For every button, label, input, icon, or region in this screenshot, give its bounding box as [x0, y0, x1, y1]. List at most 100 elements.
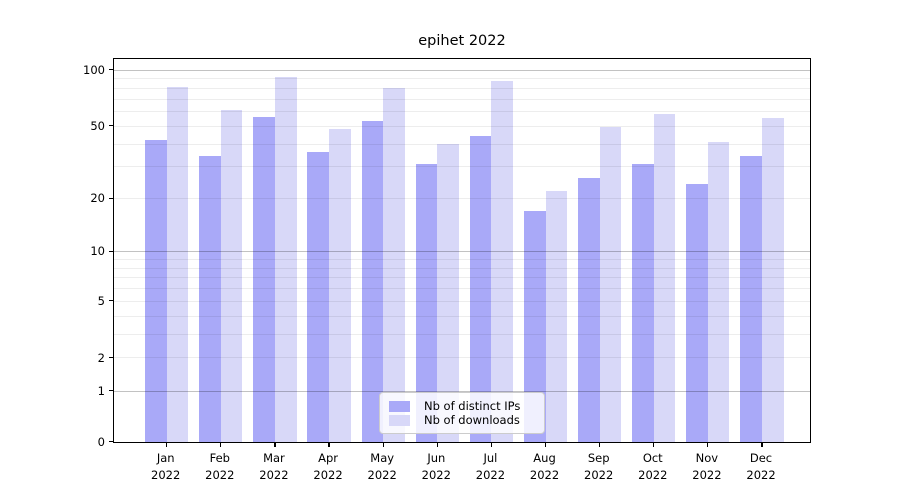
bar-downloads-8 — [599, 127, 622, 442]
y-tick-label-50: 50 — [90, 118, 105, 133]
bar-downloads-5 — [437, 143, 459, 442]
x-tick-label-line: Jan — [156, 451, 175, 465]
x-tick-label-9: Oct 2022 — [621, 450, 685, 483]
x-tick-label-8: Sep 2022 — [567, 450, 631, 483]
x-tick-label-line: 2022 — [584, 467, 614, 482]
y-tick-100 — [108, 69, 113, 71]
x-tick-label-line: Jun — [427, 451, 446, 465]
bar-distinct-ips-10 — [686, 183, 708, 442]
legend-label-distinct-ips: Nb of distinct IPs — [424, 399, 521, 413]
y-tick-label-20: 20 — [90, 191, 105, 206]
minor-gridline-5 — [114, 300, 810, 302]
x-tick-label-line: 2022 — [421, 467, 451, 482]
x-tick-1 — [220, 443, 222, 448]
x-tick-label-line: 2022 — [259, 467, 289, 482]
minor-gridline-4 — [114, 315, 810, 317]
minor-gridline-6 — [114, 288, 810, 290]
chart-title: epihet 2022 — [418, 33, 506, 49]
bar-distinct-ips-7 — [523, 210, 546, 442]
bar-downloads-2 — [274, 76, 297, 442]
y-tick-5 — [108, 300, 113, 302]
minor-gridline-9 — [114, 258, 810, 260]
legend: Nb of distinct IPs Nb of downloads — [379, 392, 545, 434]
bar-distinct-ips-6 — [469, 135, 492, 442]
minor-gridline-30 — [114, 166, 810, 168]
x-tick-label-line: 2022 — [638, 467, 668, 482]
legend-entry-distinct-ips: Nb of distinct IPs — [389, 399, 536, 413]
x-tick-label-5: Jun 2022 — [404, 450, 468, 483]
legend-swatch-distinct-ips — [389, 400, 410, 412]
x-tick-label-line: Dec — [749, 451, 773, 465]
bar-downloads-4 — [383, 87, 405, 442]
bar-distinct-ips-5 — [415, 163, 438, 442]
x-tick-label-line: 2022 — [151, 467, 181, 482]
x-tick-label-line: 2022 — [746, 467, 776, 482]
x-tick-4 — [382, 443, 384, 448]
minor-gridline-70 — [114, 98, 810, 100]
y-tick-20 — [108, 197, 113, 199]
legend-entry-downloads: Nb of downloads — [389, 413, 536, 427]
major-gridline-10 — [114, 251, 810, 253]
major-gridline-100 — [114, 69, 810, 71]
bar-distinct-ips-8 — [578, 177, 600, 442]
x-tick-label-line: May — [370, 451, 395, 465]
legend-label-downloads: Nb of downloads — [424, 413, 520, 427]
x-tick-3 — [328, 443, 330, 448]
x-tick-label-6: Jul 2022 — [458, 450, 522, 483]
legend-swatch-downloads — [389, 414, 410, 426]
minor-gridline-20 — [114, 198, 810, 200]
x-tick-6 — [490, 443, 492, 448]
y-tick-2 — [108, 356, 113, 358]
x-tick-label-line: 2022 — [529, 467, 560, 482]
x-tick-label-11: Dec 2022 — [729, 450, 793, 483]
minor-gridline-7 — [114, 277, 810, 279]
x-tick-label-line: Mar — [263, 451, 285, 465]
bar-downloads-3 — [329, 128, 351, 442]
x-tick-8 — [599, 443, 601, 448]
y-tick-10 — [108, 250, 113, 252]
x-tick-label-line: Oct — [642, 451, 663, 465]
minor-gridline-50 — [114, 125, 810, 127]
x-tick-label-1: Feb 2022 — [188, 450, 252, 483]
bar-downloads-1 — [220, 109, 243, 442]
minor-gridline-60 — [114, 111, 810, 113]
x-tick-label-3: Apr 2022 — [296, 450, 360, 483]
bar-downloads-9 — [653, 113, 676, 442]
x-tick-label-line: Apr — [318, 451, 338, 465]
x-tick-2 — [274, 443, 276, 448]
bar-downloads-7 — [545, 190, 568, 442]
x-tick-label-line: Feb — [209, 451, 230, 465]
minor-gridline-80 — [114, 87, 810, 89]
bar-distinct-ips-4 — [361, 120, 384, 442]
x-tick-10 — [707, 443, 709, 448]
x-tick-label-10: Nov 2022 — [675, 450, 739, 483]
y-tick-label-5: 5 — [97, 293, 105, 308]
y-tick-50 — [108, 125, 113, 127]
bar-downloads-0 — [166, 86, 189, 442]
x-tick-0 — [166, 443, 168, 448]
x-tick-label-line: 2022 — [692, 467, 722, 482]
y-tick-label-100: 100 — [83, 62, 105, 77]
y-tick-1 — [108, 389, 113, 392]
x-tick-label-7: Aug 2022 — [513, 450, 577, 483]
minor-gridline-3 — [114, 333, 810, 335]
x-tick-label-line: 2022 — [313, 467, 343, 482]
y-tick-label-0: 0 — [97, 434, 105, 449]
x-tick-label-line: Jul — [483, 451, 498, 465]
minor-gridline-8 — [114, 267, 810, 269]
bar-distinct-ips-11 — [740, 156, 762, 442]
x-tick-label-line: 2022 — [367, 467, 397, 482]
bar-downloads-10 — [707, 141, 730, 442]
bar-distinct-ips-2 — [253, 116, 275, 442]
y-tick-0 — [108, 441, 113, 443]
x-tick-label-line: Nov — [695, 451, 719, 465]
minor-gridline-90 — [114, 78, 810, 80]
bar-distinct-ips-0 — [145, 139, 167, 442]
x-tick-label-line: 2022 — [205, 467, 235, 482]
minor-gridline-2 — [114, 357, 810, 359]
x-tick-label-line: Sep — [587, 451, 610, 465]
bar-distinct-ips-3 — [307, 151, 330, 442]
y-tick-label-1: 1 — [97, 383, 105, 398]
y-tick-label-2: 2 — [97, 350, 105, 365]
